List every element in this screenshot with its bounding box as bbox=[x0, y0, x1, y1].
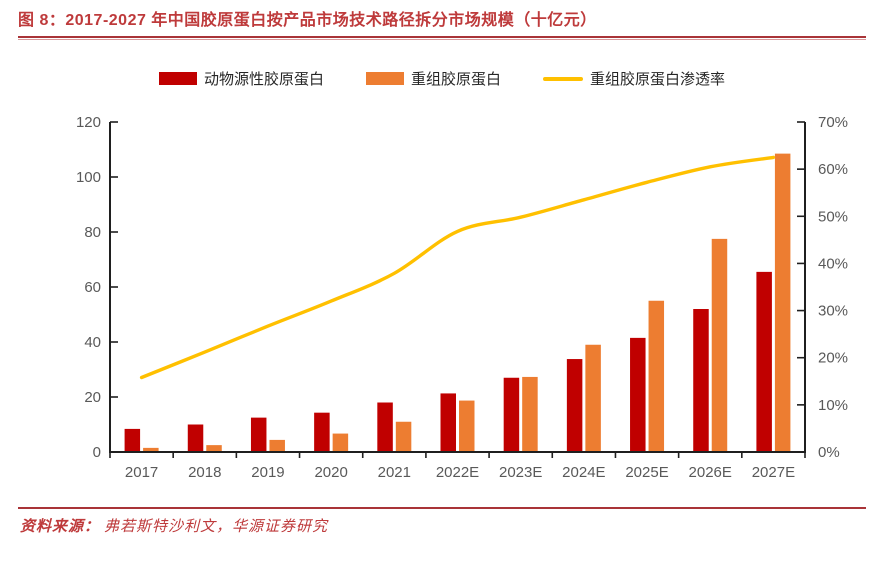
bar-recombinant-2024E bbox=[585, 344, 601, 452]
right-axis-label: 20% bbox=[818, 350, 848, 367]
x-axis-label: 2019 bbox=[251, 464, 284, 481]
left-axis-label: 20 bbox=[84, 389, 101, 406]
bar-animal-2022E bbox=[440, 393, 456, 452]
bar-recombinant-2025E bbox=[648, 300, 665, 452]
bar-recombinant-2022E bbox=[459, 400, 475, 452]
x-axis-label: 2027E bbox=[752, 464, 795, 481]
left-axis-label: 120 bbox=[76, 114, 101, 131]
x-axis-label: 2018 bbox=[188, 464, 221, 481]
left-axis-label: 60 bbox=[84, 279, 101, 296]
left-axis-label: 100 bbox=[76, 169, 101, 186]
bar-recombinant-2018 bbox=[206, 445, 222, 452]
bar-animal-2025E bbox=[630, 337, 646, 452]
x-axis-label: 2023E bbox=[499, 464, 542, 481]
right-axis-label: 40% bbox=[818, 255, 848, 272]
source-rule bbox=[18, 507, 866, 509]
x-axis-label: 2020 bbox=[314, 464, 347, 481]
bar-animal-2023E bbox=[503, 377, 520, 452]
bar-animal-2020 bbox=[314, 412, 330, 452]
right-axis-label: 30% bbox=[818, 303, 848, 320]
source-text: 弗若斯特沙利文，华源证券研究 bbox=[104, 519, 329, 535]
legend-label-penetration-rate: 重组胶原蛋白渗透率 bbox=[590, 71, 726, 88]
bar-recombinant-2019 bbox=[269, 439, 285, 452]
legend-label-animal-collagen: 动物源性胶原蛋白 bbox=[203, 71, 324, 88]
right-axis-label: 50% bbox=[818, 208, 848, 225]
bar-animal-2019 bbox=[250, 417, 267, 452]
source-note: 资料来源： 弗若斯特沙利文，华源证券研究 bbox=[20, 515, 860, 536]
legend-swatch-penetration-rate-line bbox=[543, 76, 583, 81]
bar-recombinant-2017 bbox=[143, 447, 159, 452]
legend-item-penetration-rate: 重组胶原蛋白渗透率 bbox=[543, 68, 725, 89]
title-rule bbox=[18, 36, 866, 40]
bar-recombinant-2021 bbox=[395, 421, 412, 452]
left-axis-label: 0 bbox=[93, 444, 101, 461]
penetration-rate-line bbox=[139, 155, 776, 380]
figure-title: 图 8：2017-2027 年中国胶原蛋白按产品市场技术路径拆分市场规模（十亿元… bbox=[18, 12, 597, 29]
x-axis-label: 2024E bbox=[562, 464, 605, 481]
x-axis-label: 2025E bbox=[625, 464, 668, 481]
x-axis-label: 2017 bbox=[125, 464, 158, 481]
bar-animal-2026E bbox=[693, 309, 709, 452]
bar-recombinant-2027E bbox=[774, 153, 791, 452]
bar-animal-2024E bbox=[566, 359, 583, 452]
chart-svg: 0 20 40 60 80 100 120 0% 10% 20% 30% 40% 50% 60% 70% 20… bbox=[76, 114, 848, 481]
x-axis-label: 2022E bbox=[436, 464, 479, 481]
bar-animal-2027E bbox=[756, 271, 772, 452]
left-axis-label: 80 bbox=[84, 224, 101, 241]
bar-recombinant-2023E bbox=[522, 376, 538, 452]
right-axis-label: 0% bbox=[818, 444, 840, 461]
x-axis-label: 2026E bbox=[689, 464, 732, 481]
chart-area: 0 20 40 60 80 100 120 0% 10% 20% 30% 40% 50% 60% 70% 20… bbox=[0, 100, 884, 495]
source-label: 资料来源： bbox=[20, 519, 101, 535]
legend-swatch-animal-collagen bbox=[158, 72, 197, 85]
legend-label-recombinant-collagen: 重组胶原蛋白 bbox=[410, 71, 501, 88]
right-axis-label: 70% bbox=[818, 114, 848, 131]
legend-item-animal-collagen: 动物源性胶原蛋白 bbox=[158, 68, 324, 89]
right-axis-label: 10% bbox=[818, 397, 848, 414]
chart-legend: 动物源性胶原蛋白 重组胶原蛋白 重组胶原蛋白渗透率 bbox=[0, 68, 884, 89]
bar-animal-2017 bbox=[124, 428, 141, 452]
bar-recombinant-2026E bbox=[711, 238, 728, 452]
x-axis-label: 2021 bbox=[378, 464, 411, 481]
right-axis-label: 60% bbox=[818, 161, 848, 178]
bar-animal-2021 bbox=[377, 402, 393, 452]
legend-swatch-recombinant-collagen bbox=[365, 72, 404, 85]
legend-item-recombinant-collagen: 重组胶原蛋白 bbox=[365, 68, 501, 89]
bar-animal-2018 bbox=[187, 424, 204, 452]
bar-recombinant-2020 bbox=[332, 433, 349, 452]
left-axis-label: 40 bbox=[84, 334, 101, 351]
